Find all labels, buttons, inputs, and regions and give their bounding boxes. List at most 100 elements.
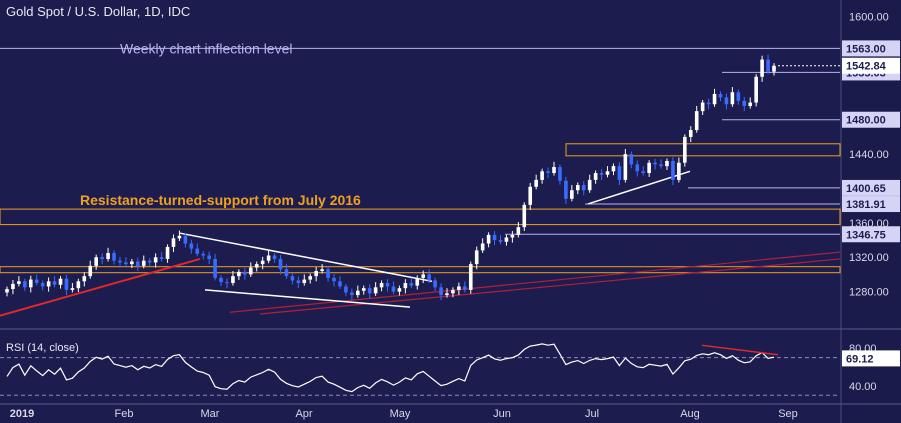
candle-body <box>480 243 485 251</box>
candle-body <box>468 264 473 290</box>
time-tick-label: May <box>390 408 411 420</box>
candle-body <box>195 248 200 254</box>
candle-body <box>635 164 640 172</box>
price-tick-label: 1280.00 <box>849 287 889 299</box>
candle-body <box>326 269 330 278</box>
level-label-1346.75: 1346.75 <box>846 229 886 241</box>
candle-body <box>28 279 33 288</box>
candle-body <box>314 270 318 277</box>
candle-body <box>266 255 271 261</box>
candle-body <box>391 286 396 292</box>
candle-body <box>463 286 467 290</box>
candle-body <box>617 166 622 180</box>
last-price-bg <box>842 57 900 74</box>
rsi-last-label: 69.12 <box>846 353 874 365</box>
level-label-bg <box>842 196 900 213</box>
candle-body <box>34 279 39 284</box>
time-tick-label: Apr <box>295 408 312 420</box>
level-label-bg <box>842 111 900 128</box>
time-tick-label: Feb <box>115 408 134 420</box>
candle-body <box>118 260 122 263</box>
time-tick-label: Jul <box>585 408 599 420</box>
candle-body <box>677 162 681 180</box>
candle-body <box>742 100 747 106</box>
rsi-line <box>6 343 775 393</box>
candle-body <box>427 274 431 281</box>
candle-body <box>278 258 283 270</box>
candle-body <box>736 92 741 101</box>
candle-body <box>712 93 717 105</box>
price-tick-label: 1600.00 <box>849 12 889 24</box>
candle-body <box>308 276 313 280</box>
candle-body <box>439 287 443 296</box>
candle-body <box>504 237 509 242</box>
level-label-bg <box>842 179 900 196</box>
candle-body <box>243 271 247 275</box>
candle-body <box>510 234 515 238</box>
candle-body <box>171 238 176 247</box>
candle-body <box>52 281 57 285</box>
candle-body <box>611 166 616 172</box>
candle-body <box>540 171 544 180</box>
candle-body <box>659 164 663 167</box>
annotation-resistance-turned-support: Resistance-turned-support from July 2016 <box>80 192 361 208</box>
candle-body <box>88 265 93 277</box>
candle-body <box>415 277 420 286</box>
candles <box>5 54 776 301</box>
candle-body <box>320 269 324 271</box>
candle-body <box>403 283 408 289</box>
candle-body <box>433 280 437 288</box>
level-label-1400.65: 1400.65 <box>846 183 886 195</box>
candle-body <box>23 281 27 288</box>
candle-body <box>593 173 598 180</box>
candle-body <box>373 287 378 294</box>
candle-body <box>290 276 295 281</box>
candle-body <box>5 289 9 293</box>
candle-body <box>284 269 289 277</box>
candle-body <box>355 290 360 296</box>
candle-body <box>688 130 693 137</box>
candle-body <box>754 76 758 103</box>
candle-body <box>629 154 634 165</box>
support-zone-july-2016 <box>0 208 841 226</box>
candle-body <box>599 173 604 175</box>
candle-body <box>683 136 687 163</box>
rsi-tick-label: 40.00 <box>849 381 877 393</box>
candle-body <box>575 185 580 191</box>
candle-body <box>379 283 384 288</box>
candle-body <box>564 180 568 199</box>
candle-body <box>457 286 461 290</box>
wedge-lower-line <box>204 289 411 308</box>
wedge-upper-line <box>179 232 433 283</box>
rsi-last-bg <box>842 350 900 367</box>
candle-body <box>70 288 75 290</box>
candle-body <box>64 278 69 290</box>
candle-body <box>498 240 503 242</box>
time-tick-label: 2019 <box>10 408 34 420</box>
candle-body <box>361 288 366 291</box>
candle-body <box>106 252 110 259</box>
candle-body <box>153 257 158 263</box>
candle-body <box>76 281 81 289</box>
candle-body <box>159 257 164 259</box>
candle-body <box>82 276 87 282</box>
candle-body <box>248 267 253 275</box>
candle-body <box>385 283 390 287</box>
candle-body <box>546 171 550 174</box>
time-tick-label: Mar <box>201 408 220 420</box>
uptrend-red-line <box>0 258 201 317</box>
candle-body <box>570 190 574 199</box>
candle-body <box>409 283 414 286</box>
candle-body <box>332 277 336 282</box>
candle-body <box>451 289 455 294</box>
candle-body <box>177 235 182 239</box>
candle-body <box>653 162 657 165</box>
level-label-1381.91: 1381.91 <box>846 199 886 211</box>
chart-title: Gold Spot / U.S. Dollar, 1D, IDC <box>6 4 191 19</box>
candle-body <box>522 204 527 228</box>
time-tick-label: Jun <box>493 408 511 420</box>
candle-body <box>492 234 497 241</box>
candle-body <box>124 262 128 265</box>
